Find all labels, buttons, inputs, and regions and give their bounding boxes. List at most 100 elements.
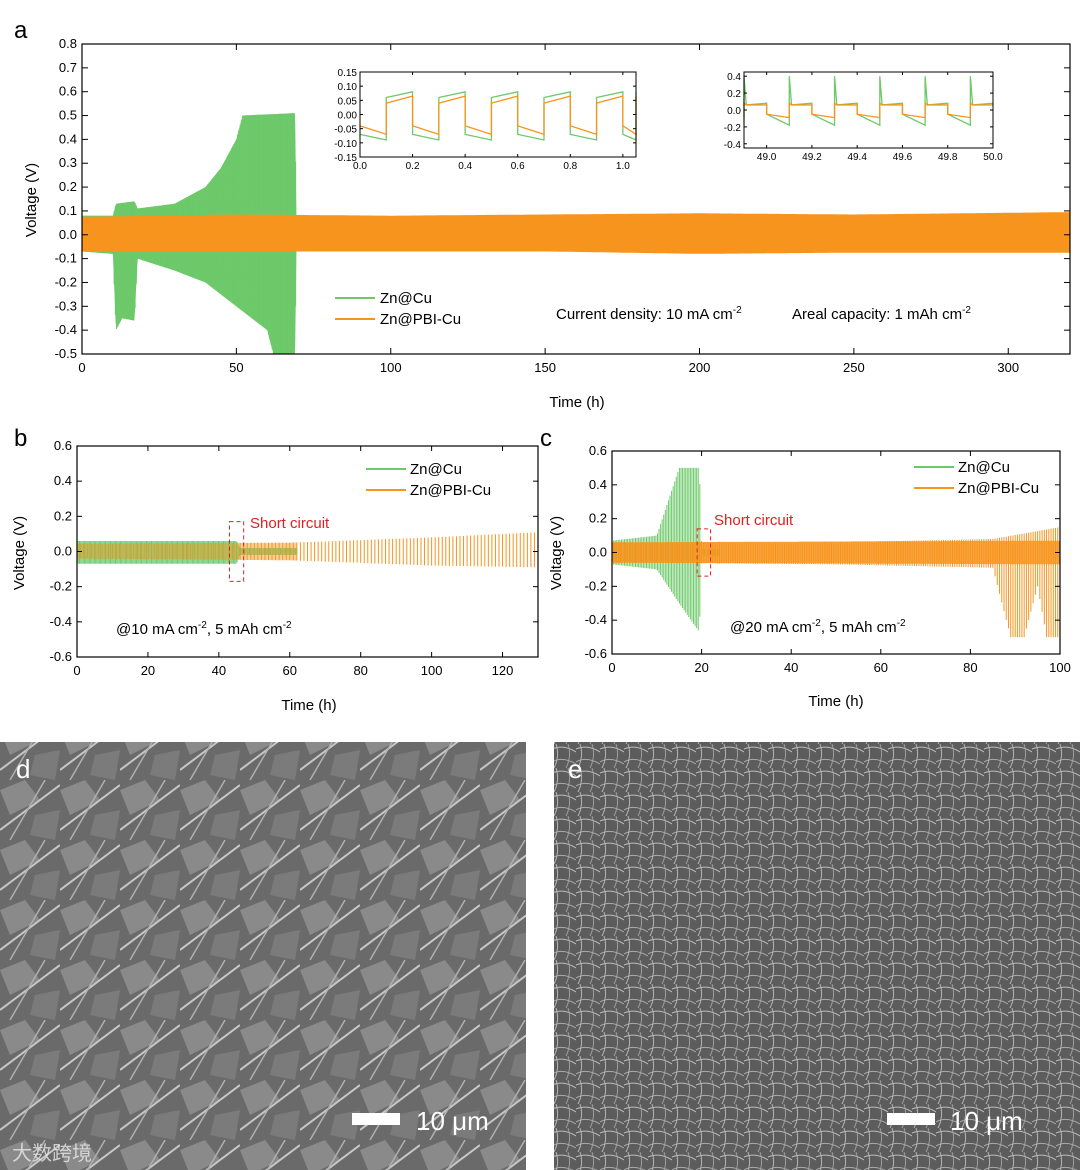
chart-c-short-circuit-label: Short circuit [714, 512, 794, 529]
y-tick-label: 0.4 [59, 131, 77, 146]
sem-image-d: d 10 μm 大数跨境 [0, 742, 526, 1170]
x-tick-label: 49.2 [802, 152, 822, 163]
y-tick-label: -0.4 [50, 614, 72, 629]
chart-c: 0 20 40 60 80 100 -0.6 -0.4 -0.2 0.0 0.2 0.4 0.6 Vol… [548, 443, 1071, 710]
chart-a-axes: 0 50 100 150 200 250 300 -0.5 -0.4 -0.3 -0.2 -0.1 0.… [55, 36, 1071, 375]
scale-label-d: 10 μm [416, 1106, 489, 1136]
chart-a-series [81, 113, 1070, 354]
y-tick-label: 0.0 [727, 106, 741, 117]
y-tick-label: -0.1 [55, 251, 77, 266]
y-tick-label: -0.2 [724, 123, 742, 134]
y-tick-label: -0.2 [50, 579, 72, 594]
x-tick-label: 0.4 [458, 161, 472, 172]
x-tick-label: 20 [694, 660, 708, 675]
x-tick-label: 0 [608, 660, 615, 675]
x-tick-label: 50 [229, 360, 243, 375]
short-circuit-box [696, 528, 712, 577]
legend-label-zn-cu: Zn@Cu [380, 290, 432, 307]
chart-a-xlabel: Time (h) [549, 394, 604, 411]
sem-micrograph-d [0, 742, 526, 1170]
watermark: 大数跨境 [12, 1142, 92, 1165]
x-tick-label: 40 [212, 663, 226, 678]
y-tick-label: -0.3 [55, 298, 77, 313]
inset-background [744, 72, 993, 148]
y-tick-label: -0.4 [585, 612, 607, 627]
x-tick-label: 0 [73, 663, 80, 678]
x-tick-label: 49.0 [757, 152, 777, 163]
chart-a-areal-capacity: Areal capacity: 1 mAh cm-2 [792, 305, 971, 323]
sem-micrograph-e [554, 742, 1080, 1170]
y-tick-label: 0.4 [589, 477, 607, 492]
y-tick-label: 0.15 [338, 68, 358, 79]
x-tick-label: 0.2 [406, 161, 420, 172]
y-tick-label: 0.00 [338, 111, 358, 122]
chart-b-axes: 0 20 40 60 80 100 120 -0.6 -0.4 -0.2 0.0 0.2 0.4 0.6 [50, 438, 539, 678]
chart-c-ylabel: Voltage (V) [548, 516, 565, 590]
chart-b-series [76, 521, 539, 582]
y-tick-label: 0.6 [589, 443, 607, 458]
panel-label-a: a [14, 17, 28, 44]
x-tick-label: 20 [141, 663, 155, 678]
chart-a-legend: Zn@Cu Zn@PBI-Cu [335, 290, 461, 328]
y-tick-label: 0.2 [59, 179, 77, 194]
y-tick-label: 0.7 [59, 60, 77, 75]
series-band-zn-pbi-cu-overlay [77, 542, 297, 561]
inset-series-zn-pbi-cu [359, 95, 637, 136]
chart-c-legend: Zn@Cu Zn@PBI-Cu [914, 459, 1039, 497]
inset-series-zn-pbi-cu [743, 101, 993, 119]
panel-label-c: c [540, 425, 552, 452]
x-tick-label: 80 [963, 660, 977, 675]
y-tick-label: -0.15 [334, 153, 357, 164]
x-tick-label: 49.8 [938, 152, 958, 163]
y-tick-label: 0.4 [54, 473, 72, 488]
scale-bar-e [887, 1113, 935, 1125]
chart-b-ylabel: Voltage (V) [11, 516, 28, 590]
legend-label-zn-pbi-cu: Zn@PBI-Cu [410, 482, 491, 499]
y-tick-label: 0.10 [338, 82, 358, 93]
y-tick-label: 0.2 [589, 511, 607, 526]
legend-label-zn-pbi-cu: Zn@PBI-Cu [380, 311, 461, 328]
sem-image-e: e 10 μm [554, 742, 1080, 1170]
y-tick-label: -0.6 [585, 646, 607, 661]
chart-a-inset-1: 0.0 0.2 0.4 0.6 0.8 1.0 -0.15 -0.10 -0.05 0.00 0.0… [334, 68, 637, 172]
chart-a-ylabel: Voltage (V) [23, 163, 40, 237]
chart-c-xlabel: Time (h) [808, 693, 863, 710]
y-tick-label: 0.8 [59, 36, 77, 51]
chart-b-xlabel: Time (h) [281, 697, 336, 714]
y-tick-label: -0.6 [50, 649, 72, 664]
x-tick-label: 200 [689, 360, 711, 375]
chart-a-inset-2: 49.0 49.2 49.4 49.6 49.8 50.0 -0.4 -0.2 0.0 0.2 0.… [724, 71, 1003, 163]
x-tick-label: 300 [997, 360, 1019, 375]
x-tick-label: 50.0 [983, 152, 1003, 163]
inset-background [360, 72, 636, 157]
x-tick-label: 100 [421, 663, 443, 678]
chart-c-condition: @20 mA cm-2, 5 mAh cm-2 [730, 618, 906, 636]
y-tick-label: 0.4 [727, 72, 741, 83]
chart-a-current-density: Current density: 10 mA cm-2 [556, 305, 742, 323]
plot-frame [81, 43, 1071, 355]
chart-b-short-circuit-label: Short circuit [250, 515, 330, 532]
x-tick-label: 1.0 [616, 161, 630, 172]
x-tick-label: 49.4 [847, 152, 867, 163]
y-tick-label: -0.2 [55, 274, 77, 289]
y-tick-label: 0.3 [59, 155, 77, 170]
y-tick-label: 0.2 [54, 508, 72, 523]
legend-label-zn-cu: Zn@Cu [958, 459, 1010, 476]
x-tick-label: 0.8 [563, 161, 577, 172]
x-tick-label: 40 [784, 660, 798, 675]
x-tick-label: 100 [1049, 660, 1071, 675]
y-tick-label: 0.0 [59, 227, 77, 242]
chart-b-condition: @10 mA cm-2, 5 mAh cm-2 [116, 620, 292, 638]
panel-label-d: d [16, 754, 30, 784]
y-tick-label: -0.5 [55, 346, 77, 361]
x-tick-label: 80 [353, 663, 367, 678]
y-tick-label: 0.05 [338, 96, 358, 107]
y-tick-label: -0.05 [334, 125, 357, 136]
panel-label-b: b [14, 425, 27, 452]
x-tick-label: 250 [843, 360, 865, 375]
chart-a: 0 50 100 150 200 250 300 -0.5 -0.4 -0.3 -0.2 -0.1 0.… [23, 36, 1071, 411]
y-tick-label: -0.4 [55, 322, 77, 337]
chart-b-legend: Zn@Cu Zn@PBI-Cu [366, 461, 491, 499]
short-circuit-box [228, 521, 245, 582]
